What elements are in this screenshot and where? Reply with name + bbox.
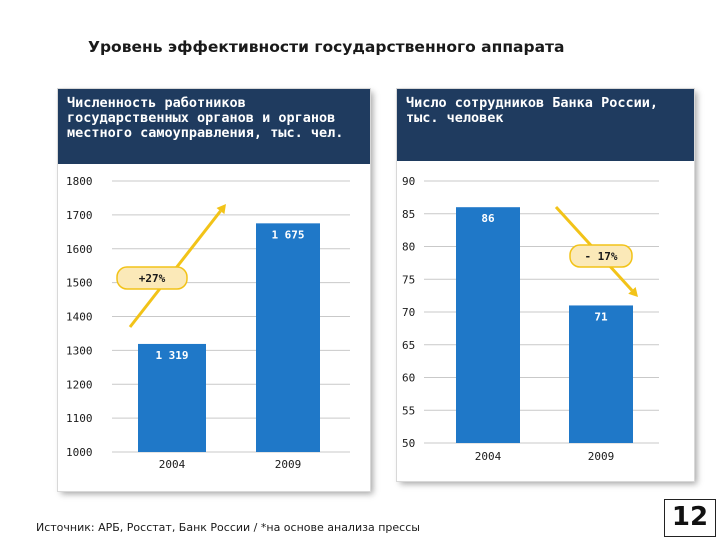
x-tick-label: 2004 (159, 458, 186, 471)
y-tick-label: 80 (402, 241, 415, 254)
x-tick-label: 2009 (588, 450, 615, 463)
y-tick-label: 60 (402, 372, 415, 385)
chart-title: Численность работников государственных о… (58, 89, 370, 164)
y-tick-label: 1100 (66, 412, 93, 425)
page-number: 12 (664, 499, 716, 537)
chart-panel-employees: Численность работников государственных о… (58, 89, 370, 491)
bar-value-label: 1 675 (271, 228, 304, 241)
y-tick-label: 1400 (66, 311, 93, 324)
x-tick-label: 2009 (275, 458, 302, 471)
change-badge (116, 266, 188, 290)
bar-chart-central-bank: 50 55 60 65 70 75 80 85 90 86 2004 71 2009 - 17% (402, 175, 659, 463)
change-badge (569, 244, 633, 268)
change-label: +27% (139, 272, 166, 285)
bar-chart-employees: 1000 1100 1200 1300 1400 1500 1600 1700 1800 1 31… (66, 175, 350, 471)
trend-arrow-head (216, 204, 226, 215)
y-tick-label: 75 (402, 273, 415, 286)
y-tick-label: 1200 (66, 378, 93, 391)
bar-2004 (138, 343, 206, 452)
y-tick-label: 1700 (66, 209, 93, 222)
source-note: Источник: АРБ, Росстат, Банк России / *н… (36, 521, 420, 534)
bar-2004 (456, 207, 520, 443)
y-tick-label: 1000 (66, 446, 93, 459)
y-tick-label: 85 (402, 208, 415, 221)
bar-2009 (569, 305, 633, 443)
chart-panel-central-bank: Число сотрудников Банка России, тыс. чел… (397, 89, 694, 481)
y-tick-label: 70 (402, 306, 415, 319)
bar-value-label: 86 (481, 212, 495, 225)
y-tick-label: 1500 (66, 277, 93, 290)
bar-value-label: 1 319 (155, 349, 188, 362)
bar-value-label: 71 (594, 310, 608, 323)
y-tick-label: 1600 (66, 243, 93, 256)
y-tick-label: 1300 (66, 344, 93, 357)
y-tick-label: 50 (402, 437, 415, 450)
chart-title: Число сотрудников Банка России, тыс. чел… (397, 89, 694, 161)
slide-title: Уровень эффективности государственного а… (88, 38, 565, 56)
y-tick-label: 55 (402, 404, 415, 417)
trend-arrow-head (628, 286, 638, 297)
y-tick-label: 65 (402, 339, 415, 352)
y-tick-label: 1800 (66, 175, 93, 188)
change-label: - 17% (584, 250, 617, 263)
x-tick-label: 2004 (475, 450, 502, 463)
bar-2009 (256, 223, 320, 452)
y-tick-label: 90 (402, 175, 415, 188)
